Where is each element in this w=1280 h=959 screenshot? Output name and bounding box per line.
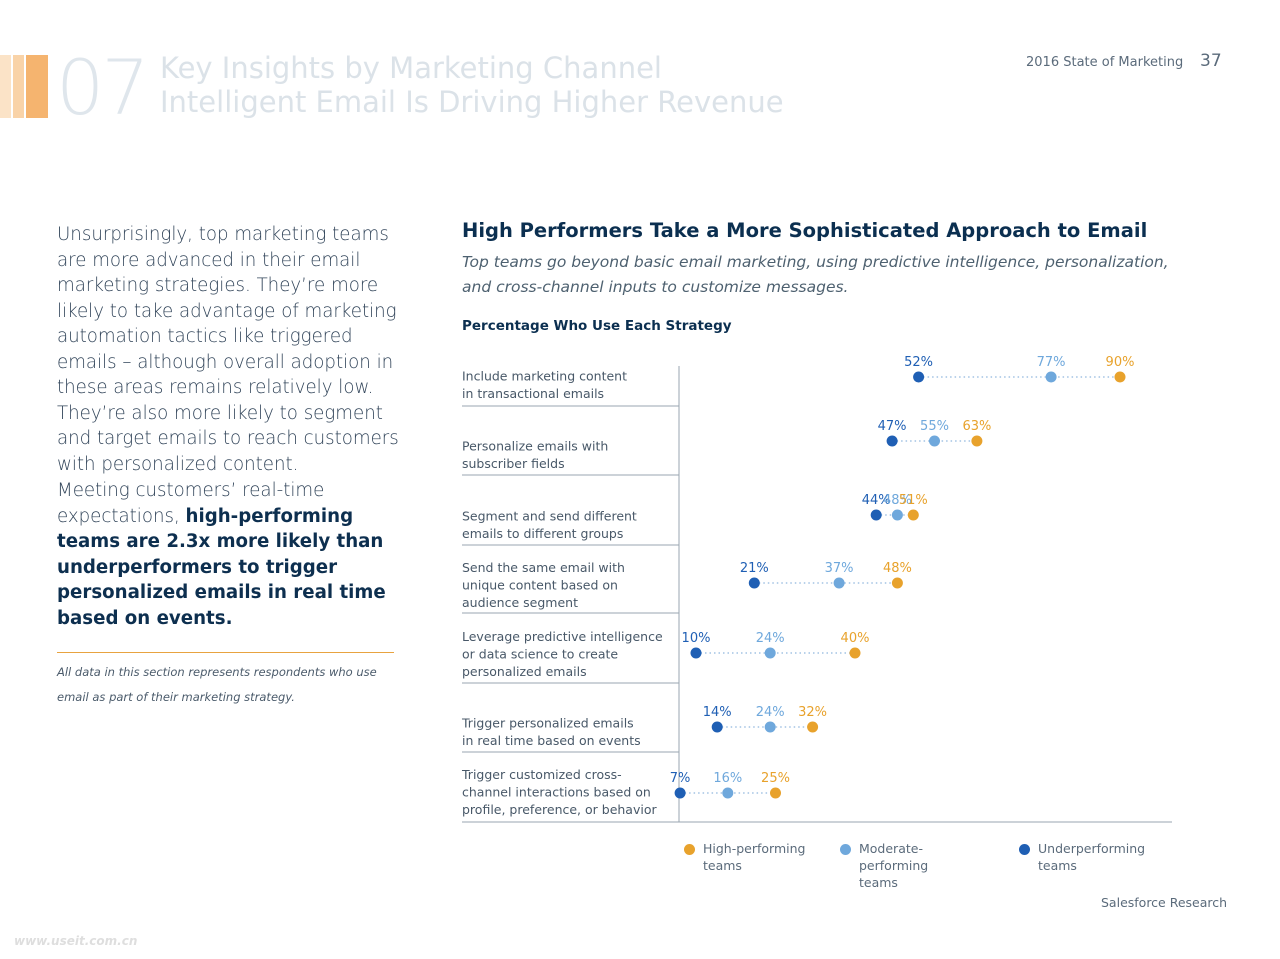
- chart-heading: Percentage Who Use Each Strategy: [462, 318, 732, 334]
- data-point-2-series-2: [929, 435, 940, 447]
- value-label-1-series-3: 90%: [1106, 355, 1135, 370]
- section-tab-bar-light: [0, 55, 11, 118]
- category-label-4-line-1: Send the same email with: [462, 560, 625, 575]
- footnote: All data in this section represents resp…: [57, 665, 377, 704]
- category-label-7-line-2: channel interactions based on: [462, 785, 651, 800]
- value-label-3-series-1: 44%: [862, 493, 891, 508]
- data-point-6-series-3: [807, 721, 819, 733]
- data-point-6-series-1: [711, 721, 723, 733]
- legend-swatch-high: [684, 844, 695, 855]
- category-label-4-line-2: unique content based on: [462, 578, 618, 593]
- data-point-3-series-1: [870, 509, 882, 521]
- value-label-3-series-3: 51%: [899, 493, 928, 508]
- data-point-1-series-1: [913, 371, 925, 383]
- data-point-4-series-2: [833, 577, 845, 589]
- category-label-2-line-2: subscriber fields: [462, 456, 565, 471]
- value-label-7-series-3: 25%: [761, 771, 790, 786]
- footnote-divider: [57, 652, 394, 653]
- value-label-3-series-2: 48%: [883, 493, 912, 508]
- callout-paragraph: Meeting customers’ real-time expectation…: [57, 478, 402, 631]
- data-point-7-series-2: [722, 787, 734, 799]
- chart-title: High Performers Take a More Sophisticate…: [462, 219, 1148, 242]
- data-point-4-series-1: [748, 577, 760, 589]
- data-point-4-series-3: [891, 577, 903, 589]
- page-number: 37: [1200, 51, 1222, 71]
- data-point-6-series-2: [764, 721, 776, 733]
- data-point-5-series-2: [764, 647, 776, 659]
- data-point-3-series-3: [907, 509, 919, 521]
- category-label-2-line-1: Personalize emails with: [462, 439, 608, 454]
- legend-item-high: High-performing teams: [684, 840, 823, 874]
- value-label-5-series-3: 40%: [841, 631, 870, 646]
- legend-label-moderate-2: teams: [859, 875, 898, 890]
- data-point-5-series-1: [690, 647, 702, 659]
- intro-paragraph: Unsurprisingly, top marketing teams are …: [57, 224, 399, 475]
- category-label-1-line-2: in transactional emails: [462, 386, 604, 401]
- value-label-4-series-1: 21%: [740, 561, 769, 576]
- category-label-1-line-1: Include marketing content: [462, 369, 627, 384]
- legend-label-under-1: Underperforming: [1038, 841, 1146, 856]
- value-label-1-series-1: 52%: [904, 355, 933, 370]
- brand-footer: Salesforce Research: [1101, 895, 1228, 910]
- legend-label-moderate-1: Moderate-performing: [859, 841, 929, 873]
- data-point-3-series-2: [891, 509, 903, 521]
- value-label-4-series-3: 48%: [883, 561, 912, 576]
- category-label-3-line-2: emails to different groups: [462, 526, 623, 541]
- value-label-2-series-1: 47%: [878, 419, 907, 434]
- value-label-6-series-1: 14%: [703, 705, 732, 720]
- section-number: 07: [56, 43, 150, 132]
- category-label-6-line-2: in real time based on events: [462, 733, 641, 748]
- value-label-2-series-2: 55%: [920, 419, 949, 434]
- legend-swatch-under: [1019, 844, 1030, 855]
- section-title: Key Insights by Marketing Channel: [160, 51, 662, 85]
- section-tab-bar-dark: [26, 55, 48, 118]
- section-subtitle: Intelligent Email Is Driving Higher Reve…: [160, 85, 784, 119]
- data-point-5-series-3: [849, 647, 861, 659]
- value-label-5-series-2: 24%: [756, 631, 785, 646]
- data-point-2-series-1: [886, 435, 898, 447]
- legend-item-moderate: Moderate-performing teams: [840, 840, 979, 891]
- callout-highlight: high-performing teams are 2.3x more like…: [57, 505, 386, 629]
- category-label-7-line-3: profile, preference, or behavior: [462, 802, 657, 817]
- legend-label-high-1: High-performing: [703, 841, 806, 856]
- value-label-7-series-2: 16%: [713, 771, 742, 786]
- report-name: 2016 State of Marketing: [1026, 55, 1184, 70]
- chart-subtitle: Top teams go beyond basic email marketin…: [462, 253, 1169, 296]
- data-point-7-series-3: [770, 787, 781, 799]
- legend-item-under: Underperforming teams: [1019, 840, 1158, 874]
- value-label-6-series-2: 24%: [756, 705, 785, 720]
- section-tab-bar-mid: [13, 55, 24, 118]
- watermark: www.useit.com.cn: [14, 934, 138, 948]
- category-label-3-line-1: Segment and send different: [462, 509, 637, 524]
- callout-lead: Meeting customers’ real-time expectation…: [57, 480, 325, 527]
- value-label-2-series-3: 63%: [962, 419, 991, 434]
- value-label-7-series-1: 7%: [670, 771, 691, 786]
- category-label-7-line-1: Trigger customized cross-: [461, 767, 622, 782]
- value-label-4-series-2: 37%: [825, 561, 854, 576]
- value-label-1-series-2: 77%: [1037, 355, 1066, 370]
- value-label-6-series-3: 32%: [798, 705, 827, 720]
- data-point-2-series-3: [971, 435, 983, 447]
- category-label-5-line-2: or data science to create: [462, 647, 618, 662]
- category-label-5-line-3: personalized emails: [462, 664, 587, 679]
- legend-swatch-moderate: [840, 844, 851, 855]
- data-point-7-series-1: [674, 787, 686, 799]
- data-point-1-series-3: [1114, 371, 1126, 383]
- value-label-5-series-1: 10%: [682, 631, 711, 646]
- legend-label-under-2: teams: [1038, 858, 1077, 873]
- category-label-5-line-1: Leverage predictive intelligence: [462, 629, 663, 644]
- data-point-1-series-2: [1045, 371, 1057, 383]
- category-label-6-line-1: Trigger personalized emails: [461, 716, 634, 731]
- legend-label-high-2: teams: [703, 858, 742, 873]
- category-label-4-line-3: audience segment: [462, 595, 578, 610]
